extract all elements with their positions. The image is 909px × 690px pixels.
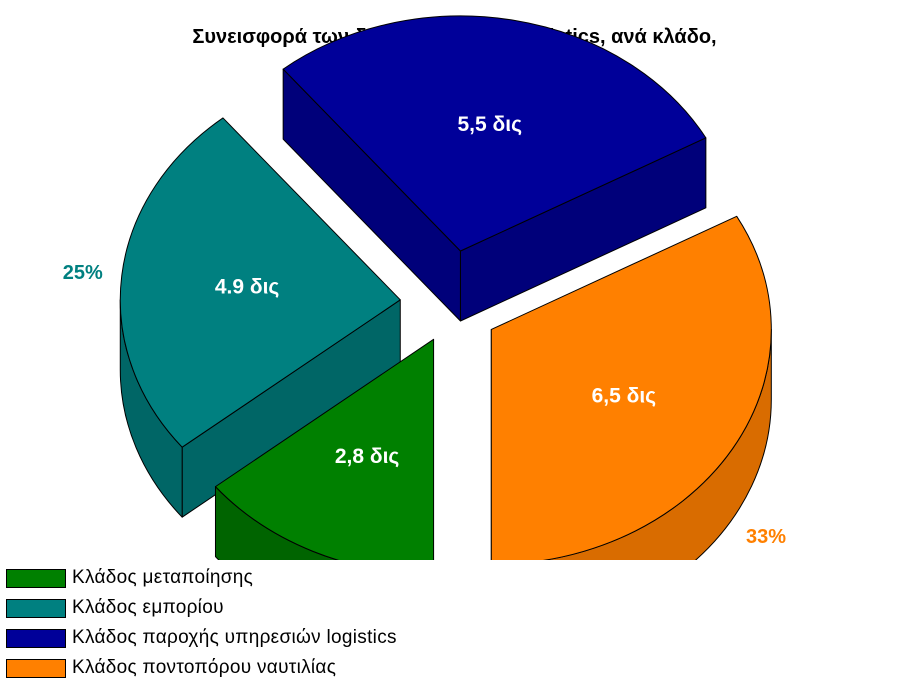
- value-label-commerce: 4.9 δις: [215, 275, 280, 298]
- legend: Κλάδος μεταποίησης Κλάδος εμπορίου Κλάδο…: [6, 563, 397, 683]
- pie-sides: [119, 68, 772, 560]
- legend-item-shipping: Κλάδος ποντοπόρου ναυτιλίας: [6, 653, 397, 683]
- slice-top-shipping: [490, 215, 772, 560]
- legend-swatch-manufacturing: [6, 568, 66, 588]
- pie-tops: [119, 15, 772, 560]
- legend-swatch-logistics-services: [6, 628, 66, 648]
- legend-item-manufacturing: Κλάδος μεταποίησης: [6, 563, 397, 593]
- percent-label-commerce: 25%: [63, 262, 103, 284]
- value-label-shipping: 6,5 δις: [592, 384, 657, 407]
- slice-manufacturing: [214, 486, 340, 560]
- legend-label-shipping: Κλάδος ποντοπόρου ναυτιλίας: [72, 657, 337, 678]
- legend-label-logistics-services: Κλάδος παροχής υπηρεσιών logistics: [72, 627, 397, 648]
- value-label-logistics-services: 5,5 δις: [457, 113, 522, 136]
- slice-top-logistics-services: [282, 15, 707, 252]
- legend-label-commerce: Κλάδος εμπορίου: [72, 597, 224, 618]
- slice-top-commerce: [119, 117, 401, 448]
- legend-item-commerce: Κλάδος εμπορίου: [6, 593, 397, 623]
- legend-label-manufacturing: Κλάδος μεταποίησης: [72, 567, 254, 588]
- legend-item-logistics-services: Κλάδος παροχής υπηρεσιών logistics: [6, 623, 397, 653]
- legend-swatch-shipping: [6, 658, 66, 678]
- value-label-manufacturing: 2,8 δις: [335, 445, 400, 468]
- slice-top-manufacturing: [214, 338, 435, 560]
- percent-label-shipping: 33%: [746, 526, 786, 548]
- legend-swatch-commerce: [6, 598, 66, 618]
- slice-rim-manufacturing: [214, 486, 340, 560]
